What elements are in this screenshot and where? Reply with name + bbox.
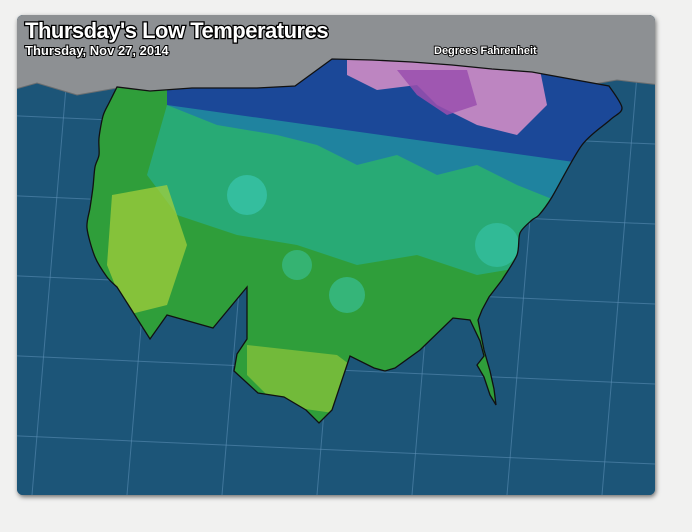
- svg-text:Thursday, Nov 27, 2014: Thursday, Nov 27, 2014: [25, 43, 169, 58]
- svg-text:Degrees Fahrenheit: Degrees Fahrenheit: [434, 45, 537, 57]
- svg-text:Thursday's Low Temperatures: Thursday's Low Temperatures: [25, 18, 328, 43]
